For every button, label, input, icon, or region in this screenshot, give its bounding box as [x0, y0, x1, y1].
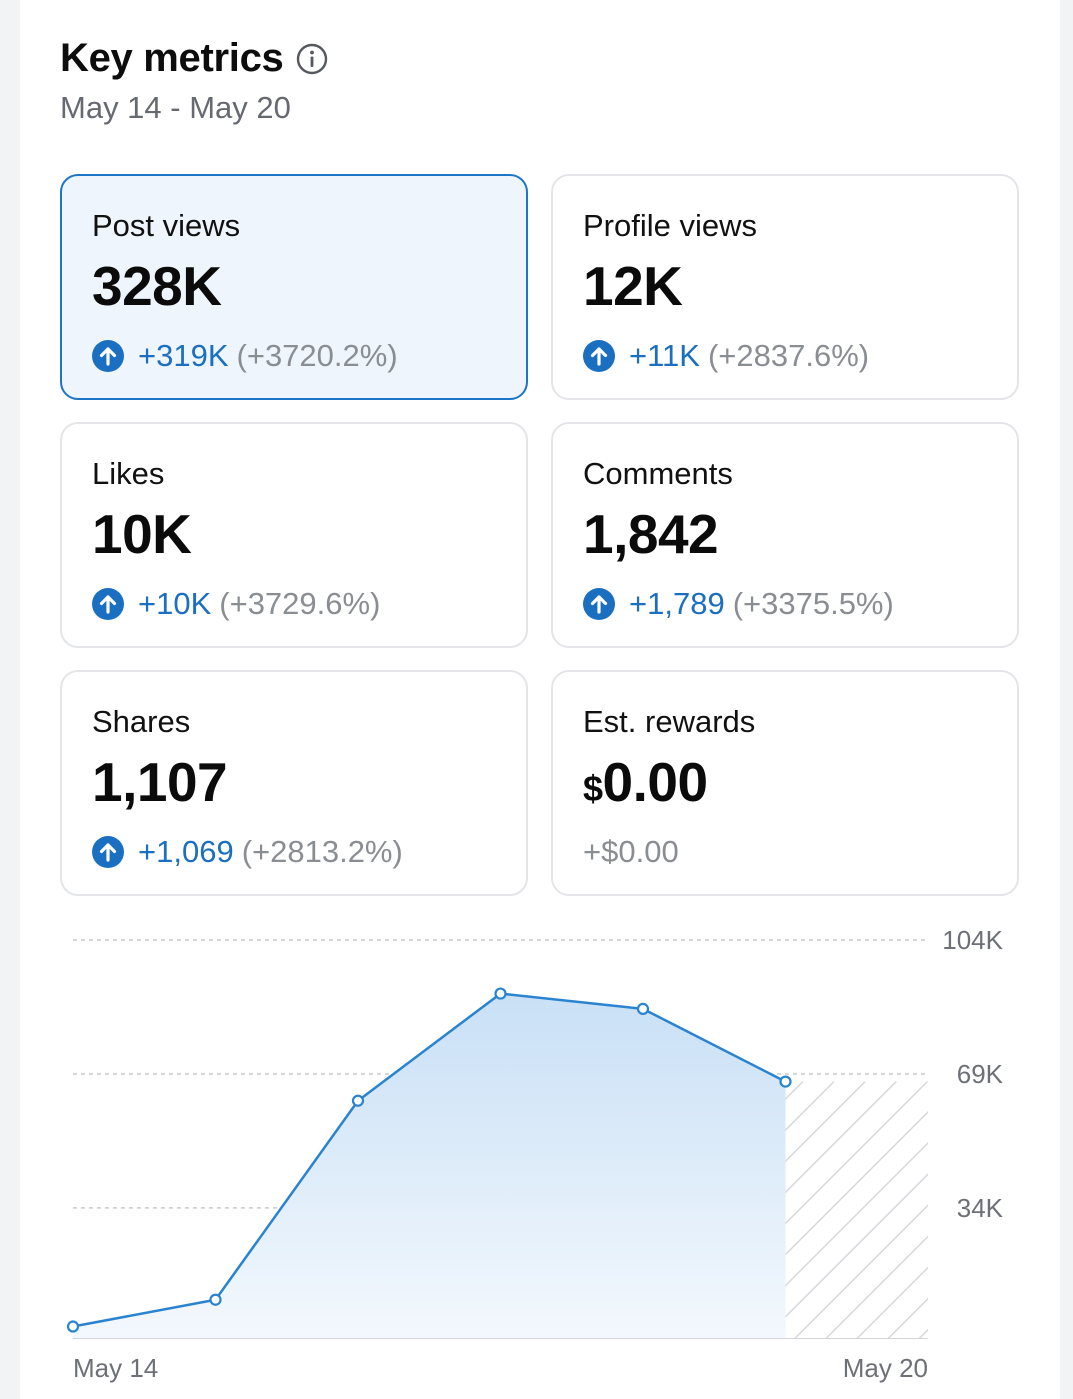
metric-delta-row: +10K (+3729.6%): [92, 586, 380, 622]
data-point: [351, 1094, 365, 1107]
incomplete-period-hatch: [785, 1081, 928, 1338]
metric-delta-percent: (+2837.6%): [707, 338, 870, 373]
metric-card-post-views[interactable]: Post views 328K +319K (+3720.2%): [60, 174, 528, 400]
metric-card-comments[interactable]: Comments 1,842 +1,789 (+3375.5%): [551, 422, 1019, 648]
key-metrics-panel: Key metrics May 14 - May 20 Post views 3…: [20, 0, 1060, 1399]
metric-label: Post views: [92, 208, 241, 243]
metric-delta: +319K: [138, 338, 229, 373]
series-area: [73, 993, 786, 1338]
metric-value: 10K: [92, 503, 192, 565]
info-icon[interactable]: [296, 43, 328, 75]
metric-value: 12K: [583, 255, 683, 317]
metric-delta-row: +1,069 (+2813.2%): [92, 834, 403, 870]
arrow-up-icon: [92, 340, 124, 372]
metric-label: Likes: [92, 456, 165, 491]
metric-label: Est. rewards: [583, 704, 756, 739]
metric-delta-row: +11K (+2837.6%): [583, 338, 869, 374]
page-title: Key metrics: [60, 36, 284, 80]
date-range: May 14 - May 20: [60, 90, 291, 125]
data-point: [494, 987, 507, 1000]
metric-delta-percent: (+3720.2%): [236, 338, 398, 373]
arrow-up-icon: [583, 340, 615, 372]
x-tick-label: May 14: [73, 1353, 158, 1383]
metric-delta-row: +$0.00: [583, 834, 679, 870]
arrow-up-icon: [583, 588, 615, 620]
y-tick-label: 34K: [957, 1193, 1004, 1223]
metric-delta-percent: (+3729.6%): [219, 586, 381, 621]
series-line: [72, 992, 787, 1328]
metric-delta-row: +319K (+3720.2%): [92, 338, 398, 374]
title-row: Key metrics: [60, 36, 328, 81]
data-point: [66, 1320, 80, 1333]
metric-value: 1,107: [92, 751, 228, 813]
metric-card-shares[interactable]: Shares 1,107 +1,069 (+2813.2%): [60, 670, 528, 896]
currency-symbol: $: [583, 768, 603, 809]
arrow-up-icon: [92, 836, 124, 868]
metric-value: $0.00: [583, 750, 708, 814]
metric-delta: +1,069: [138, 834, 234, 869]
metric-card-profile-views[interactable]: Profile views 12K +11K (+2837.6%): [551, 174, 1019, 400]
metric-card-est-rewards[interactable]: Est. rewards $0.00 +$0.00: [551, 670, 1019, 896]
metric-delta-percent: (+3375.5%): [732, 586, 894, 621]
metric-value: 328K: [92, 255, 222, 317]
data-point: [779, 1075, 792, 1088]
y-tick-label: 104K: [942, 930, 1003, 955]
arrow-up-icon: [92, 588, 124, 620]
metric-delta: +11K: [629, 338, 700, 373]
data-point: [209, 1293, 222, 1306]
metric-label: Comments: [583, 456, 733, 491]
metric-value-amount: 0.00: [602, 751, 709, 813]
metric-card-likes[interactable]: Likes 10K +10K (+3729.6%): [60, 422, 528, 648]
metric-delta-row: +1,789 (+3375.5%): [583, 586, 894, 622]
x-tick-label: May 20: [843, 1353, 928, 1383]
metric-value: 1,842: [583, 503, 719, 565]
metric-label: Profile views: [583, 208, 757, 243]
metric-delta: +10K: [138, 586, 212, 621]
metric-delta-percent: (+2813.2%): [241, 834, 403, 869]
data-point: [636, 1002, 650, 1015]
metric-delta: +$0.00: [583, 834, 679, 869]
metric-delta: +1,789: [629, 586, 725, 621]
y-tick-label: 69K: [957, 1059, 1004, 1089]
post-views-chart: 34K 69K 104K May 14 May 20: [66, 930, 1004, 1383]
metric-label: Shares: [92, 704, 191, 739]
